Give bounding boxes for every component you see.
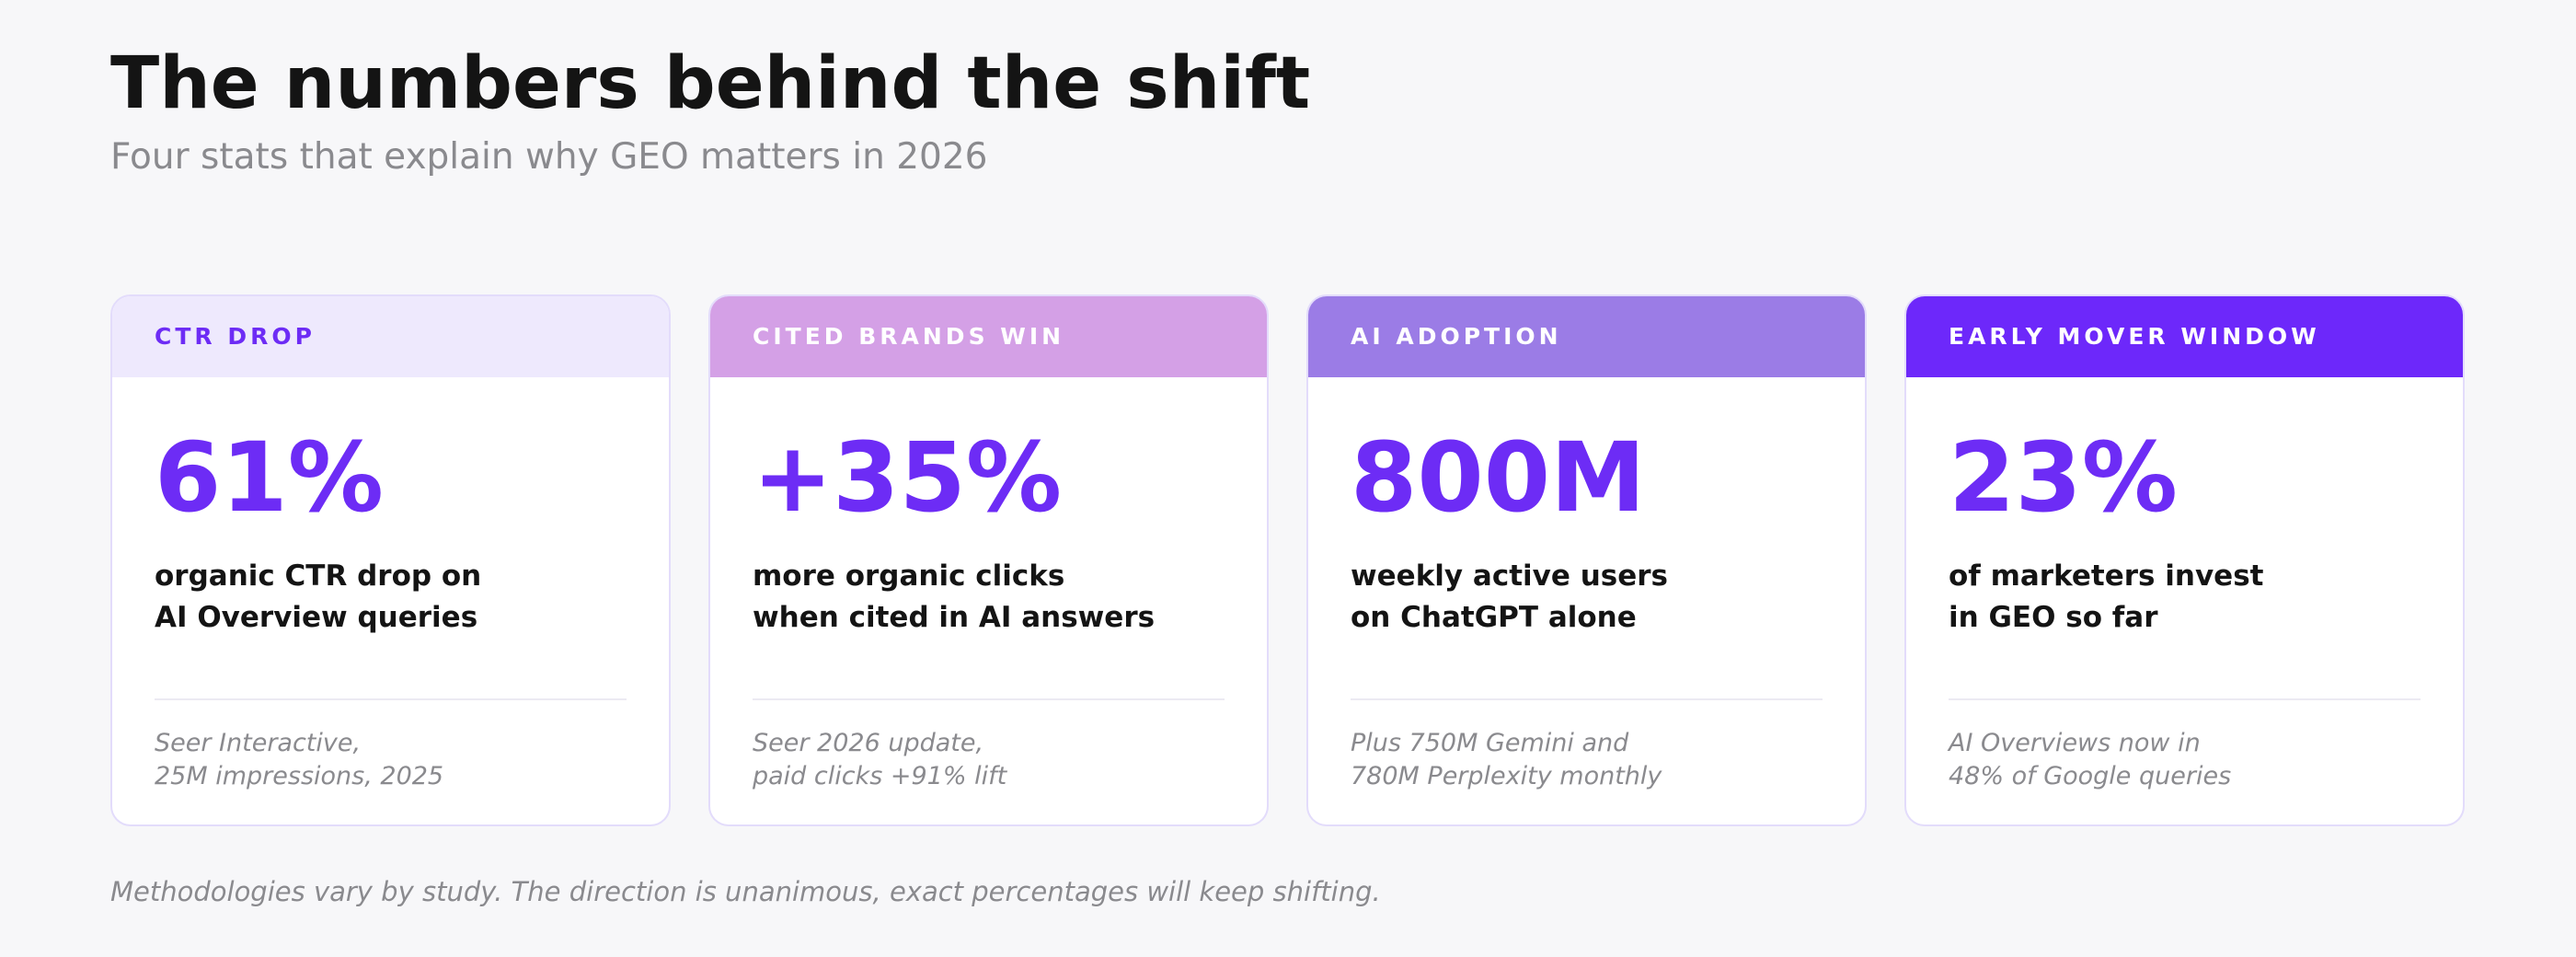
card-label: CITED BRANDS WIN bbox=[710, 296, 1267, 377]
divider bbox=[753, 698, 1225, 700]
note-line: Seer 2026 update, bbox=[753, 729, 984, 757]
stat-card: CITED BRANDS WIN +35% more organic clicks w… bbox=[708, 294, 1269, 826]
note-line: paid clicks +91% lift bbox=[753, 762, 1007, 790]
note-line: 48% of Google queries bbox=[1949, 762, 2232, 790]
note-line: 780M Perplexity monthly bbox=[1351, 762, 1662, 790]
description-line: when cited in AI answers bbox=[753, 601, 1156, 634]
note-line: Plus 750M Gemini and bbox=[1351, 729, 1629, 757]
description: weekly active users on ChatGPT alone bbox=[1351, 556, 1668, 639]
divider bbox=[1949, 698, 2421, 700]
subtitle: Four stats that explain why GEO matters … bbox=[110, 136, 988, 178]
description-line: in GEO so far bbox=[1949, 601, 2158, 634]
description: organic CTR drop on AI Overview queries bbox=[155, 556, 481, 639]
description: more organic clicks when cited in AI answ… bbox=[753, 556, 1155, 639]
card-label: CTR DROP bbox=[112, 296, 669, 377]
source-note: Seer Interactive, 25M impressions, 2025 bbox=[155, 727, 443, 793]
card-label: AI ADOPTION bbox=[1308, 296, 1865, 377]
stat-value: 61% bbox=[155, 421, 384, 534]
note-line: 25M impressions, 2025 bbox=[155, 762, 444, 790]
stat-value: 23% bbox=[1949, 421, 2178, 534]
stat-value: 800M bbox=[1351, 421, 1646, 534]
description-line: of marketers invest bbox=[1949, 559, 2264, 593]
note-line: Seer Interactive, bbox=[155, 729, 362, 757]
description-line: weekly active users bbox=[1351, 559, 1668, 593]
source-note: AI Overviews now in 48% of Google queries bbox=[1949, 727, 2231, 793]
stat-card: EARLY MOVER WINDOW 23% of marketers invest… bbox=[1904, 294, 2465, 826]
note-line: AI Overviews now in bbox=[1949, 729, 2201, 757]
divider bbox=[155, 698, 627, 700]
source-note: Seer 2026 update, paid clicks +91% lift bbox=[753, 727, 1006, 793]
card-label: EARLY MOVER WINDOW bbox=[1906, 296, 2463, 377]
description: of marketers invest in GEO so far bbox=[1949, 556, 2263, 639]
source-note: Plus 750M Gemini and 780M Perplexity mont… bbox=[1351, 727, 1662, 793]
description-line: more organic clicks bbox=[753, 559, 1065, 593]
stat-card: CTR DROP 61% organic CTR drop on AI Overvie… bbox=[110, 294, 671, 826]
stat-value: +35% bbox=[753, 421, 1063, 534]
description-line: AI Overview queries bbox=[155, 601, 478, 634]
footnote: Methodologies vary by study. The directi… bbox=[110, 876, 1381, 907]
divider bbox=[1351, 698, 1823, 700]
description-line: on ChatGPT alone bbox=[1351, 601, 1637, 634]
title: The numbers behind the shift bbox=[110, 42, 1311, 125]
description-line: organic CTR drop on bbox=[155, 559, 482, 593]
stat-card: AI ADOPTION 800M weekly active users on Cha… bbox=[1306, 294, 1867, 826]
